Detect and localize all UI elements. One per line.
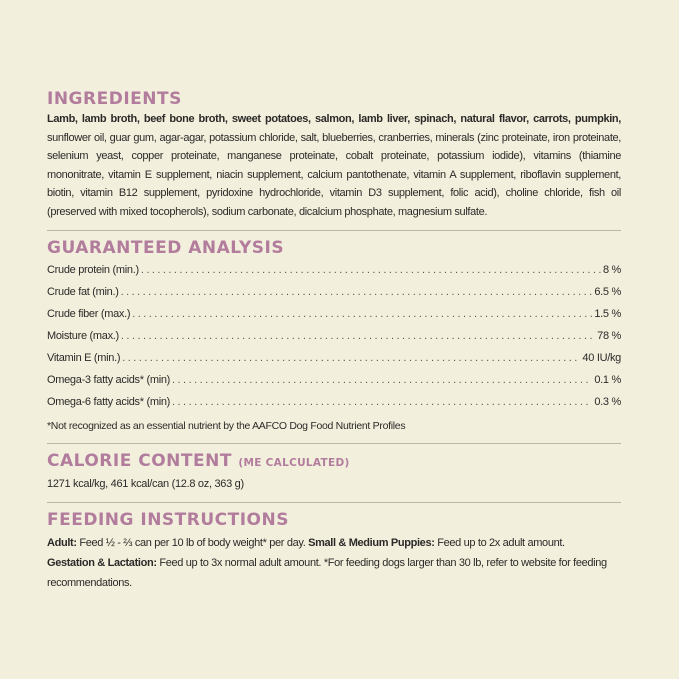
divider [47, 501, 621, 503]
dot-leader [122, 347, 580, 369]
dot-leader [121, 325, 595, 347]
feeding-heading: Feeding Instructions [47, 509, 289, 530]
nutrient-label: Omega-6 fatty acids* (min) [47, 395, 171, 408]
calorie-value: 1271 kcal/kg, 461 kcal/can (12.8 oz, 363… [47, 477, 244, 490]
dot-leader [172, 369, 592, 391]
analysis-row: Crude fat (min.) 6.5 % [47, 281, 621, 303]
calorie-section: Calorie Content (ME calculated) 1271 kca… [47, 450, 621, 494]
calorie-subtitle: (ME calculated) [238, 456, 350, 469]
calorie-heading: Calorie Content (ME calculated) [47, 450, 621, 474]
calorie-title: Calorie Content [47, 450, 232, 471]
divider [47, 229, 621, 231]
dot-leader [141, 259, 601, 281]
nutrient-value: 78 % [597, 329, 621, 342]
nutrient-label: Omega-3 fatty acids* (min) [47, 373, 171, 386]
nutrient-label: Moisture (max.) [47, 329, 119, 342]
dot-leader [132, 303, 592, 325]
puppies-label: Small & Medium Puppies: [308, 536, 435, 549]
nutrient-label: Crude fiber (max.) [47, 307, 131, 320]
analysis-row: Crude protein (min.) 8 % [47, 259, 621, 281]
adult-text: Feed ½ - ⅔ can per 10 lb of body weight*… [76, 536, 309, 549]
nutrient-value: 0.3 % [594, 395, 621, 408]
analysis-heading: Guaranteed Analysis [47, 237, 285, 258]
puppies-text: Feed up to 2x adult amount. [434, 536, 565, 549]
analysis-section: Guaranteed Analysis Crude protein (min.)… [47, 237, 621, 435]
analysis-row: Moisture (max.) 78 % [47, 325, 621, 347]
nutrient-label: Vitamin E (min.) [47, 351, 121, 364]
feeding-text: Adult: Feed ½ - ⅔ can per 10 lb of body … [47, 533, 621, 593]
nutrient-value: 0.1 % [594, 373, 621, 386]
nutrition-panel: Ingredients Lamb, lamb broth, beef bone … [47, 88, 621, 593]
nutrient-value: 8 % [602, 263, 621, 276]
analysis-row: Vitamin E (min.) 40 IU/kg [47, 347, 621, 369]
divider [47, 442, 621, 444]
feeding-section: Feeding Instructions Adult: Feed ½ - ⅔ c… [47, 509, 621, 593]
nutrient-value: 6.5 % [594, 285, 621, 298]
dot-leader [121, 281, 593, 303]
ingredients-main: Lamb, lamb broth, beef bone broth, sweet… [47, 113, 621, 125]
nutrient-value: 1.5 % [594, 307, 621, 320]
nutrient-label: Crude fat (min.) [47, 285, 119, 298]
ingredients-section: Ingredients Lamb, lamb broth, beef bone … [47, 88, 621, 222]
ingredients-rest: sunflower oil, guar gum, agar-agar, pota… [47, 131, 621, 218]
analysis-row: Omega-6 fatty acids* (min) 0.3 % [47, 391, 621, 413]
analysis-row: Crude fiber (max.) 1.5 % [47, 303, 621, 325]
nutrient-value: 40 IU/kg [582, 351, 621, 364]
ingredients-heading: Ingredients [47, 89, 182, 109]
gestation-text: Feed up to 3x normal adult amount. *For … [47, 556, 607, 589]
dot-leader [172, 391, 592, 413]
adult-label: Adult: [47, 536, 77, 549]
ingredients-list: Lamb, lamb broth, beef bone broth, sweet… [47, 110, 621, 222]
nutrient-label: Crude protein (min.) [47, 263, 139, 276]
analysis-row: Omega-3 fatty acids* (min) 0.1 % [47, 369, 621, 391]
gestation-label: Gestation & Lactation: [47, 556, 157, 569]
analysis-table: Crude protein (min.) 8 % Crude fat (min.) 6… [47, 259, 621, 413]
analysis-footnote: *Not recognized as an essential nutrient… [47, 419, 406, 432]
